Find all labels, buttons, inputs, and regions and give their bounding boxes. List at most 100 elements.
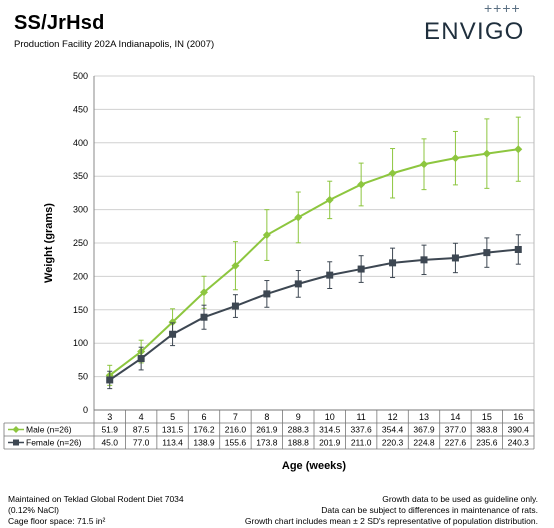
male-point (420, 160, 428, 169)
y-tick-label: 100 (73, 338, 88, 348)
male-data-label: 390.4 (508, 425, 530, 435)
x-axis-label: Age (weeks) (282, 460, 347, 472)
male-point (325, 195, 334, 204)
female-data-label: 173.8 (256, 438, 278, 448)
y-tick-label: 400 (73, 138, 88, 148)
x-tick-label: 10 (325, 412, 335, 422)
logo-text: ENVIGO (424, 18, 525, 45)
male-point (262, 231, 271, 240)
y-axis-label: Weight (grams) (43, 203, 55, 283)
male-data-label: 337.6 (351, 425, 373, 435)
female-data-label: 235.6 (476, 438, 498, 448)
growth-chart: 0 50 100 150 200 250 300 350 400 450 500 Weight (gr… (3, 71, 535, 472)
male-data-label: 354.4 (382, 425, 404, 435)
female-point (263, 290, 271, 298)
x-tick-label: 3 (107, 412, 112, 422)
y-tick-label: 450 (73, 104, 88, 114)
female-point (326, 271, 334, 279)
y-tick-label: 350 (73, 171, 88, 181)
y-tick-label: 50 (78, 372, 88, 382)
male-point (451, 154, 460, 163)
male-point (514, 145, 523, 154)
x-tick-label: 16 (513, 412, 523, 422)
female-data-label: 227.6 (445, 438, 467, 448)
footer-guideline-note: Growth data to be used as guideline only… (382, 494, 538, 504)
male-point (294, 213, 303, 222)
female-point (357, 265, 365, 273)
female-point (420, 256, 428, 264)
chart-subtitle: Production Facility 202A Indianapolis, I… (14, 39, 215, 50)
x-tick-label: 11 (356, 412, 365, 422)
x-tick-label: 4 (139, 412, 144, 422)
female-point (483, 249, 491, 257)
male-data-label: 176.2 (193, 425, 215, 435)
female-data-label: 155.6 (225, 438, 247, 448)
male-data-label: 288.3 (288, 425, 310, 435)
male-point (168, 318, 177, 327)
x-tick-label: 6 (201, 412, 206, 422)
y-tick-label: 300 (73, 205, 88, 215)
female-data-label: 138.9 (193, 438, 215, 448)
female-data-label: 113.4 (162, 438, 183, 448)
female-legend-label: Female (n=26) (26, 438, 82, 448)
male-data-label: 377.0 (445, 425, 467, 435)
x-tick-label: 15 (482, 412, 492, 422)
male-point (482, 149, 491, 158)
male-data-label: 261.9 (256, 425, 278, 435)
female-point (231, 302, 239, 310)
female-data-label: 45.0 (101, 438, 118, 448)
x-tick-label: 8 (264, 412, 269, 422)
female-data-label: 220.3 (382, 438, 404, 448)
male-data-label: 383.8 (476, 425, 498, 435)
male-data-label: 367.9 (413, 425, 435, 435)
female-data-label: 201.9 (319, 438, 341, 448)
footer-right: Growth data to be used as guideline only… (245, 494, 538, 527)
male-legend-label: Male (n=26) (26, 425, 72, 435)
footer-left: Maintained on Teklad Global Rodent Diet … (8, 494, 184, 527)
female-point (451, 254, 459, 262)
male-data-label: 51.9 (101, 425, 118, 435)
male-point (231, 261, 240, 270)
female-data-label: 211.0 (351, 438, 372, 448)
male-point (357, 180, 366, 189)
female-data-label: 240.3 (508, 438, 530, 448)
male-point (200, 288, 208, 297)
female-point (106, 376, 114, 384)
male-data-label: 216.0 (225, 425, 247, 435)
y-tick-label: 500 (73, 71, 88, 81)
female-data-label: 188.8 (288, 438, 310, 448)
footer-nacl-note: (0.12% NaCl) (8, 505, 60, 515)
x-tick-label: 5 (170, 412, 175, 422)
x-tick-label: 12 (388, 412, 398, 422)
female-point (137, 355, 145, 363)
male-data-label: 87.5 (133, 425, 150, 435)
female-data-label: 224.8 (413, 438, 435, 448)
male-legend-marker (12, 426, 20, 433)
male-data-label: 131.5 (162, 425, 184, 435)
chart-title: SS/JrHsd (14, 12, 105, 34)
x-tick-label: 7 (233, 412, 238, 422)
female-point (294, 280, 302, 288)
footer-maintenance-note: Data can be subject to differences in ma… (321, 505, 538, 515)
footer-diet-note: Maintained on Teklad Global Rodent Diet … (8, 494, 184, 504)
female-legend-marker (13, 439, 19, 446)
y-tick-label: 200 (73, 271, 88, 281)
female-point (389, 259, 397, 267)
x-tick-label: 13 (419, 412, 429, 422)
y-tick-label: 0 (83, 405, 88, 415)
female-point (200, 313, 208, 321)
envigo-logo: ++++ ENVIGO (424, 0, 534, 48)
y-tick-label: 250 (73, 238, 88, 248)
y-tick-label: 150 (73, 305, 88, 315)
female-point (514, 245, 522, 253)
female-data-label: 77.0 (133, 438, 150, 448)
male-series-line (109, 148, 519, 377)
x-tick-label: 9 (296, 412, 301, 422)
female-point (169, 330, 177, 338)
male-data-label: 314.5 (319, 425, 341, 435)
x-tick-label: 14 (450, 412, 460, 422)
male-point (388, 169, 397, 178)
footer-sd-note: Growth chart includes mean ± 2 SD's repr… (244, 516, 538, 526)
footer-cage-note: Cage floor space: 71.5 in² (8, 516, 106, 526)
female-series-line (109, 248, 519, 381)
